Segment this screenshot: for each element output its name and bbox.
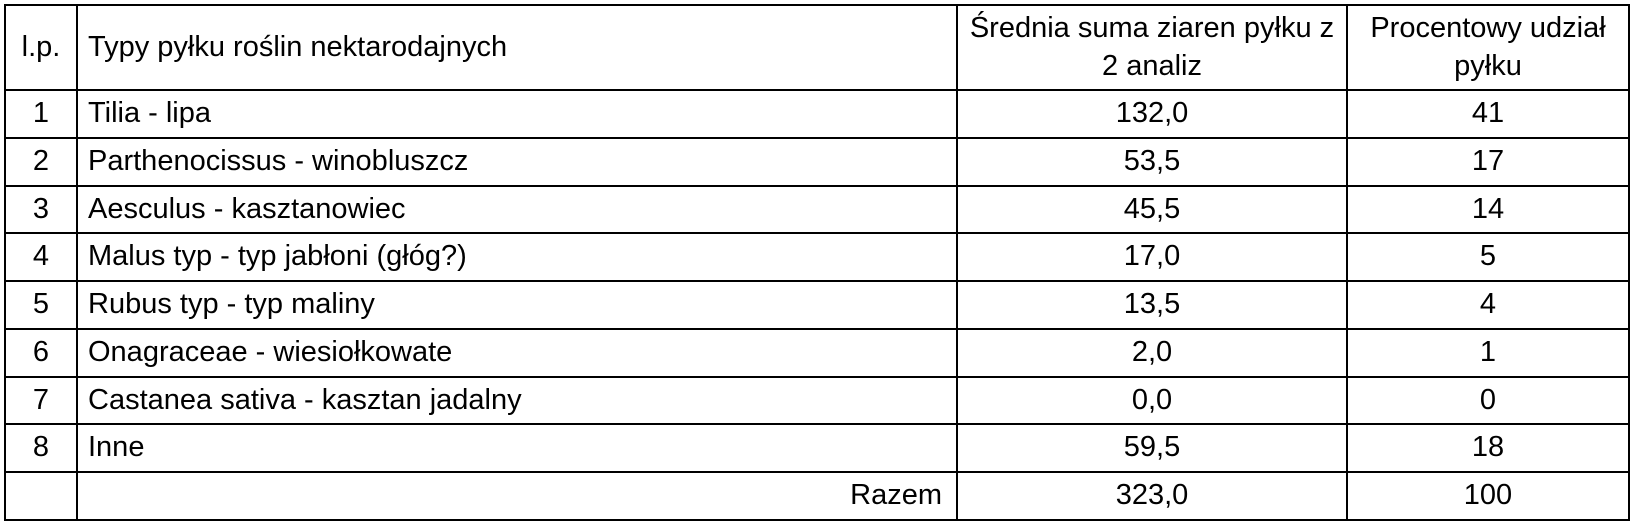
- cell-avg: 53,5: [957, 138, 1347, 186]
- cell-type: Inne: [77, 424, 957, 472]
- cell-avg: 17,0: [957, 233, 1347, 281]
- cell-pct: 18: [1347, 424, 1629, 472]
- table-row: 7 Castanea sativa - kasztan jadalny 0,0 …: [5, 377, 1629, 425]
- cell-pct: 41: [1347, 90, 1629, 138]
- table-row: 5 Rubus typ - typ maliny 13,5 4: [5, 281, 1629, 329]
- table-row: 3 Aesculus - kasztanowiec 45,5 14: [5, 186, 1629, 234]
- table-row: 8 Inne 59,5 18: [5, 424, 1629, 472]
- cell-lp: 4: [5, 233, 77, 281]
- cell-summary-pct: 100: [1347, 472, 1629, 520]
- cell-summary-avg: 323,0: [957, 472, 1347, 520]
- cell-avg: 45,5: [957, 186, 1347, 234]
- cell-type: Parthenocissus - winobluszcz: [77, 138, 957, 186]
- cell-avg: 132,0: [957, 90, 1347, 138]
- cell-pct: 1: [1347, 329, 1629, 377]
- table-header-row: l.p. Typy pyłku roślin nektarodajnych Śr…: [5, 5, 1629, 90]
- table-row: 4 Malus typ - typ jabłoni (głóg?) 17,0 5: [5, 233, 1629, 281]
- table-row: 6 Onagraceae - wiesiołkowate 2,0 1: [5, 329, 1629, 377]
- col-header-avg: Średnia suma ziaren pyłku z 2 analiz: [957, 5, 1347, 90]
- cell-lp: 1: [5, 90, 77, 138]
- cell-lp: 7: [5, 377, 77, 425]
- cell-type: Aesculus - kasztanowiec: [77, 186, 957, 234]
- table-row: 1 Tilia - lipa 132,0 41: [5, 90, 1629, 138]
- pollen-table: l.p. Typy pyłku roślin nektarodajnych Śr…: [4, 4, 1630, 521]
- cell-lp: 6: [5, 329, 77, 377]
- cell-type: Malus typ - typ jabłoni (głóg?): [77, 233, 957, 281]
- cell-pct: 14: [1347, 186, 1629, 234]
- cell-lp: 2: [5, 138, 77, 186]
- table-summary-row: Razem 323,0 100: [5, 472, 1629, 520]
- col-header-pct: Procentowy udział pyłku: [1347, 5, 1629, 90]
- cell-type: Rubus typ - typ maliny: [77, 281, 957, 329]
- cell-lp: 5: [5, 281, 77, 329]
- cell-avg: 2,0: [957, 329, 1347, 377]
- cell-pct: 5: [1347, 233, 1629, 281]
- cell-pct: 0: [1347, 377, 1629, 425]
- col-header-lp: l.p.: [5, 5, 77, 90]
- cell-avg: 59,5: [957, 424, 1347, 472]
- cell-type: Tilia - lipa: [77, 90, 957, 138]
- cell-type: Castanea sativa - kasztan jadalny: [77, 377, 957, 425]
- cell-pct: 4: [1347, 281, 1629, 329]
- cell-lp: 3: [5, 186, 77, 234]
- cell-lp: 8: [5, 424, 77, 472]
- col-header-type: Typy pyłku roślin nektarodajnych: [77, 5, 957, 90]
- cell-pct: 17: [1347, 138, 1629, 186]
- cell-summary-label: Razem: [77, 472, 957, 520]
- cell-type: Onagraceae - wiesiołkowate: [77, 329, 957, 377]
- cell-lp-empty: [5, 472, 77, 520]
- cell-avg: 13,5: [957, 281, 1347, 329]
- cell-avg: 0,0: [957, 377, 1347, 425]
- table-row: 2 Parthenocissus - winobluszcz 53,5 17: [5, 138, 1629, 186]
